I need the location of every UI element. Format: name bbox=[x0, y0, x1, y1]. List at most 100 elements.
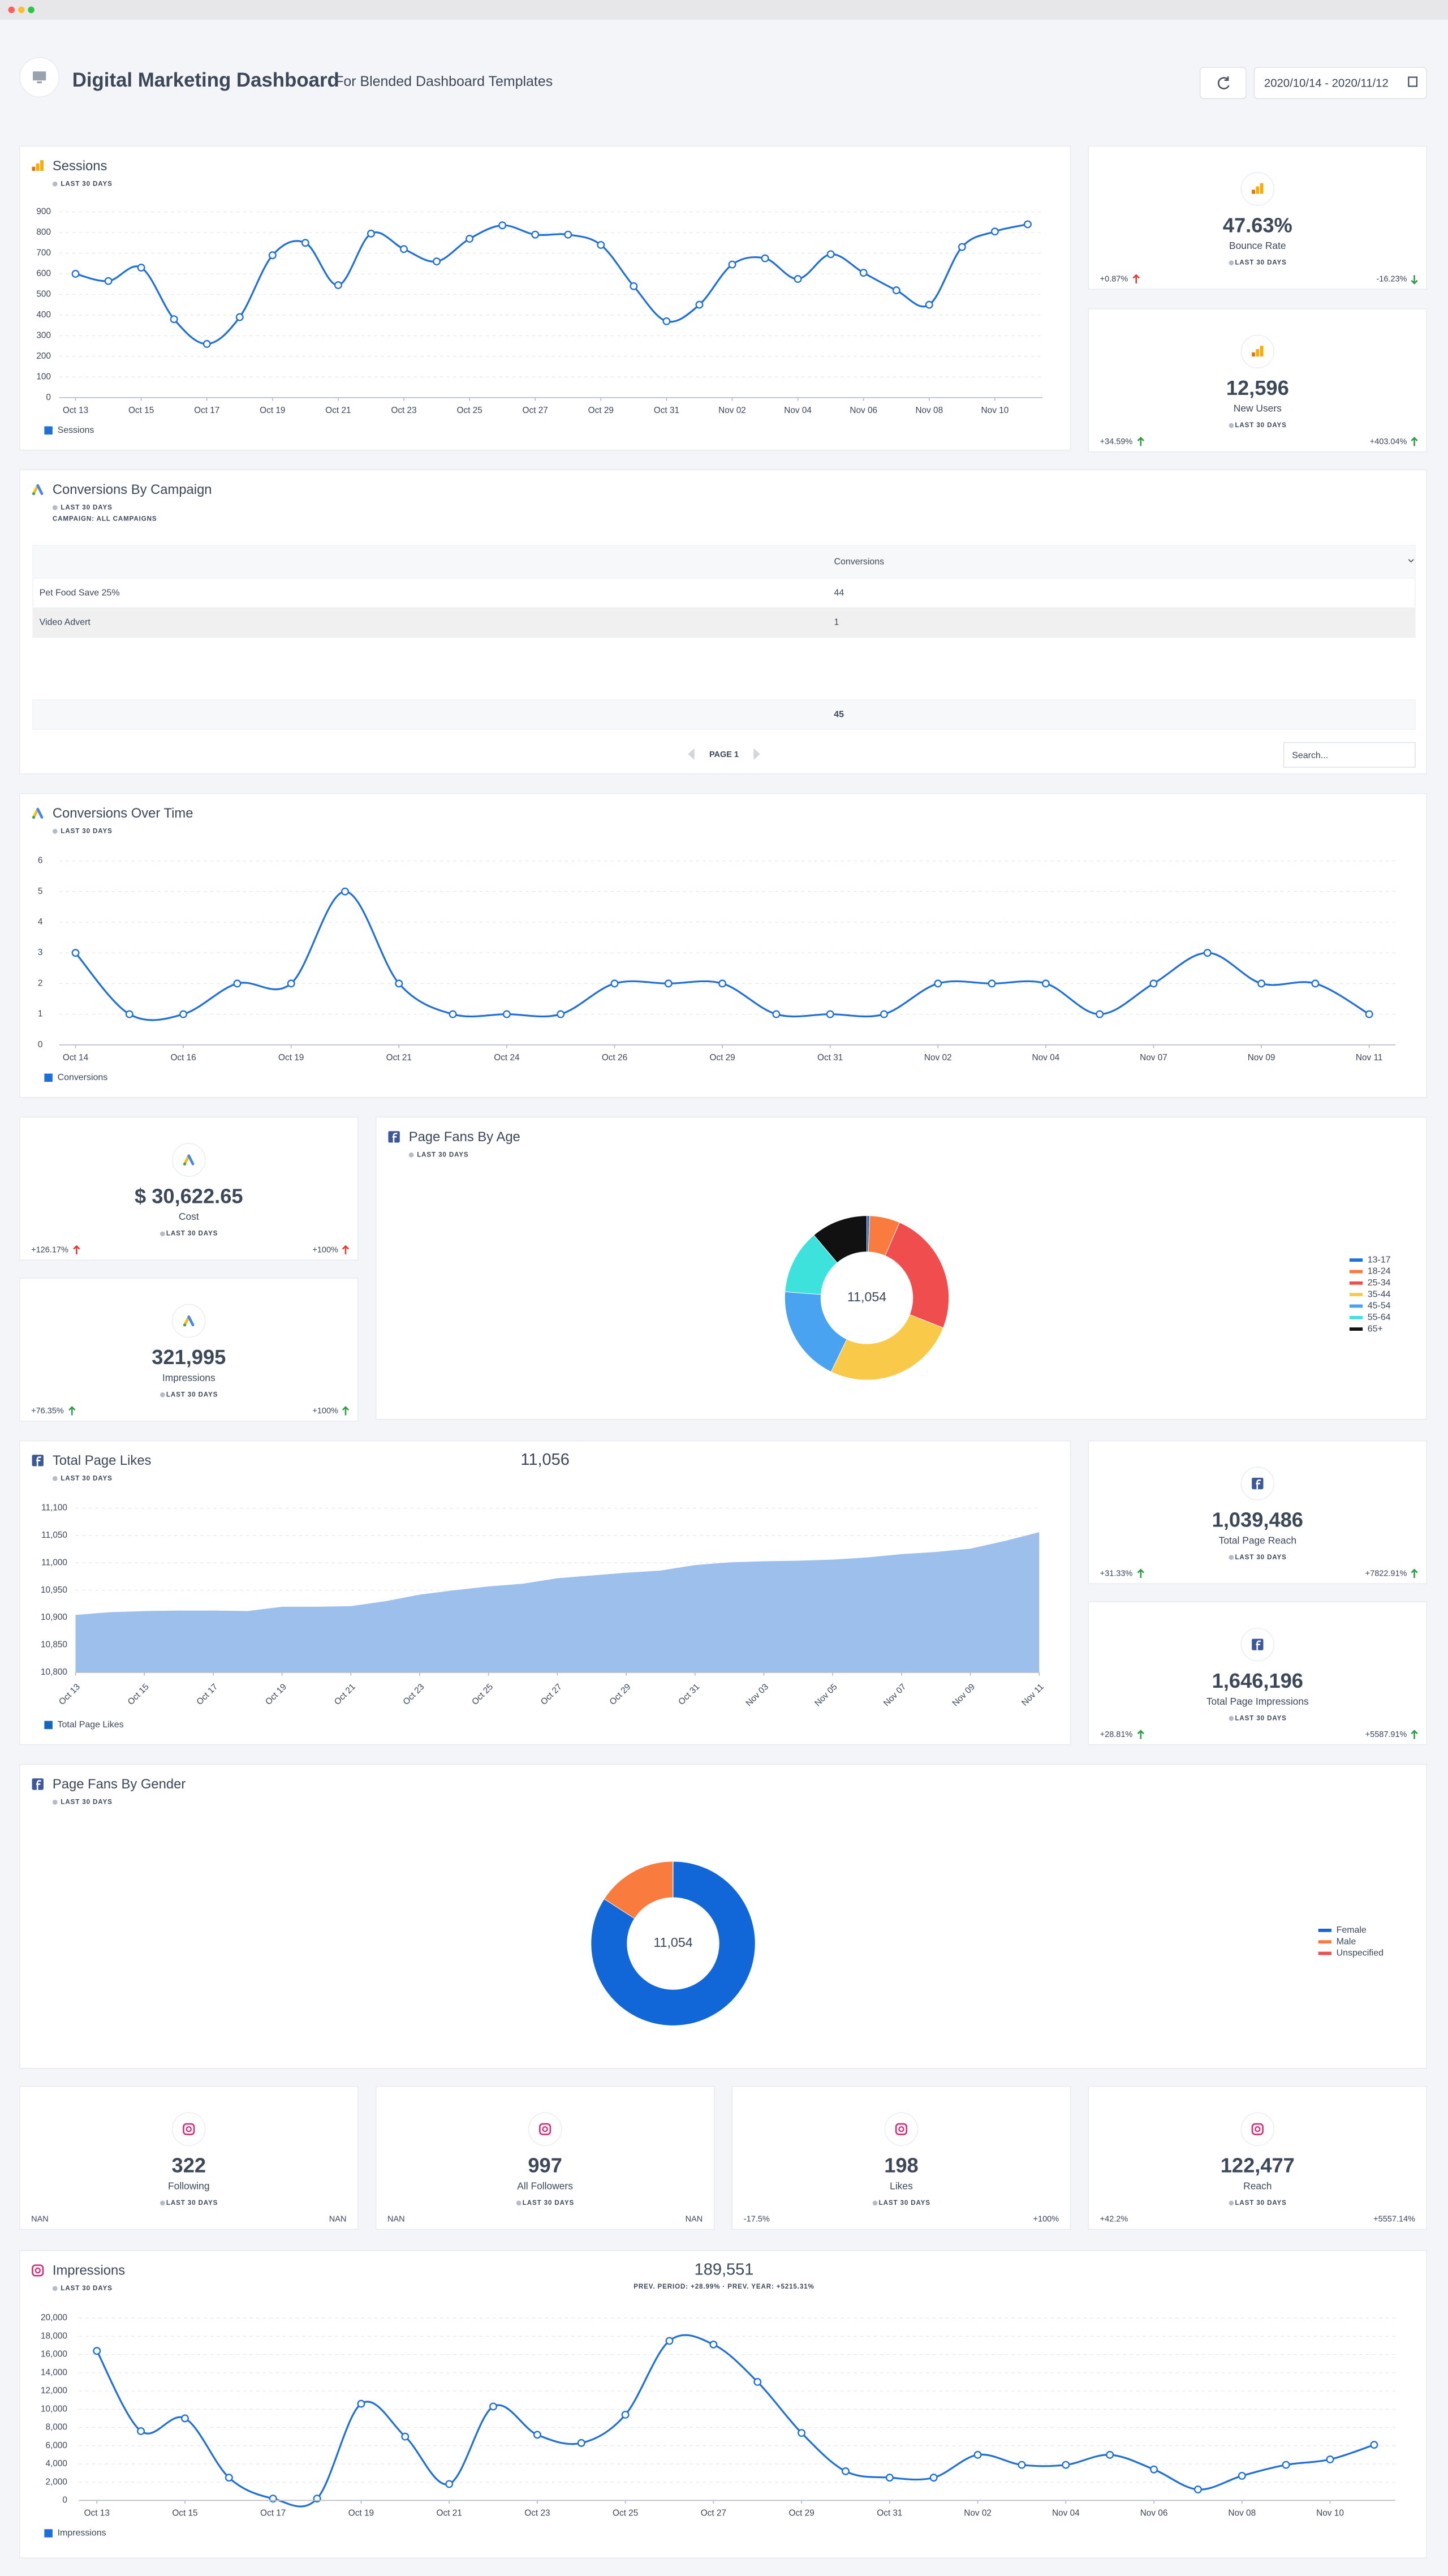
point bbox=[1149, 979, 1158, 988]
y-tick-label: 11,000 bbox=[41, 1558, 67, 1567]
ads-icon bbox=[187, 1315, 195, 1327]
point bbox=[1282, 2461, 1290, 2469]
fb-icon bbox=[36, 1780, 41, 1790]
point bbox=[826, 250, 835, 259]
y-tick-label: 16,000 bbox=[41, 2350, 67, 2359]
point bbox=[1311, 979, 1320, 988]
window-button[interactable] bbox=[18, 6, 25, 14]
point bbox=[357, 2399, 365, 2408]
y-tick-label: 5 bbox=[38, 887, 43, 896]
point bbox=[772, 1010, 781, 1018]
ads-icon bbox=[32, 815, 36, 819]
kpi-icon-bg bbox=[528, 2112, 562, 2147]
card bbox=[1088, 2085, 1427, 2230]
trend-arrow bbox=[68, 1406, 76, 1416]
prev-page[interactable] bbox=[688, 748, 695, 760]
card bbox=[19, 1278, 359, 1422]
table-row bbox=[32, 607, 1416, 638]
point bbox=[1062, 2461, 1070, 2469]
refresh-button[interactable] bbox=[1199, 67, 1247, 99]
point bbox=[892, 286, 900, 295]
x-tick-label: Oct 21 bbox=[386, 1053, 412, 1063]
kpi-change-right: +5557.14% bbox=[1373, 2215, 1415, 2224]
legend-swatch bbox=[1318, 1928, 1331, 1932]
y-tick-label: 0 bbox=[62, 2495, 67, 2505]
dashboard-title: Digital Marketing Dashboard bbox=[72, 69, 339, 91]
sort-chevron[interactable] bbox=[1408, 559, 1414, 563]
point bbox=[1370, 2441, 1378, 2449]
clock-icon bbox=[160, 2200, 165, 2206]
legend-swatch bbox=[44, 1073, 53, 1082]
y-tick-label: 10,950 bbox=[41, 1585, 67, 1595]
kpi-period: LAST 30 DAYS bbox=[1235, 422, 1286, 429]
x-tick-label: Oct 21 bbox=[437, 2509, 462, 2518]
y-tick-label: 1 bbox=[38, 1009, 43, 1019]
calendar-icon bbox=[1408, 76, 1418, 87]
card bbox=[375, 2085, 715, 2230]
y-tick-label: 4,000 bbox=[46, 2459, 67, 2469]
card bbox=[19, 2085, 359, 2230]
next-page[interactable] bbox=[753, 748, 760, 760]
point bbox=[988, 979, 996, 988]
clock-icon bbox=[52, 1800, 58, 1805]
window-button[interactable] bbox=[8, 6, 15, 14]
x-tick-label: Nov 04 bbox=[1052, 2509, 1080, 2518]
point bbox=[287, 979, 295, 988]
legend-label: 13-17 bbox=[1368, 1255, 1391, 1265]
point bbox=[181, 2414, 189, 2423]
clock-icon bbox=[160, 1231, 165, 1237]
kpi-change-right: +5587.91% bbox=[1365, 1730, 1407, 1739]
column-header: Conversions bbox=[834, 557, 884, 566]
search-box[interactable] bbox=[1283, 742, 1416, 768]
ga-icon bbox=[32, 166, 36, 171]
point bbox=[533, 2431, 541, 2439]
x-tick-label: Oct 25 bbox=[456, 406, 482, 415]
legend-swatch bbox=[1349, 1327, 1363, 1331]
kpi-value: 1,646,196 bbox=[1212, 1669, 1303, 1692]
kpi-title: All Followers bbox=[517, 2180, 573, 2191]
date-picker[interactable] bbox=[1253, 67, 1427, 99]
legend-swatch bbox=[1349, 1270, 1363, 1274]
date-range: 2020/10/14 - 2020/11/12 bbox=[1264, 77, 1389, 89]
legend-label: 55-64 bbox=[1368, 1313, 1391, 1322]
y-tick-label: 8,000 bbox=[46, 2423, 67, 2432]
x-tick-label: Oct 26 bbox=[602, 1053, 627, 1063]
x-tick-label: Oct 14 bbox=[63, 1053, 89, 1063]
kpi-value: 997 bbox=[528, 2154, 562, 2177]
point bbox=[1238, 2471, 1246, 2480]
card bbox=[375, 1116, 1427, 1420]
fb-icon bbox=[1256, 1479, 1261, 1490]
card-subtitle: LAST 30 DAYS bbox=[61, 1798, 112, 1805]
x-tick-label: Oct 15 bbox=[172, 2509, 197, 2518]
legend-label: Male bbox=[1337, 1937, 1356, 1946]
x-tick-label: Nov 08 bbox=[915, 406, 943, 415]
kpi-period: LAST 30 DAYS bbox=[1235, 1554, 1286, 1561]
ga-icon bbox=[1260, 183, 1264, 194]
x-tick-label: Oct 13 bbox=[63, 406, 88, 415]
kpi-period: LAST 30 DAYS bbox=[166, 2199, 218, 2207]
kpi-title: Reach bbox=[1243, 2180, 1272, 2191]
window-button[interactable] bbox=[28, 6, 35, 14]
x-tick-label: Oct 15 bbox=[128, 406, 154, 415]
card bbox=[19, 2250, 1427, 2558]
ig-icon bbox=[1251, 2123, 1264, 2135]
point bbox=[71, 269, 80, 278]
kpi-change-left: +126.17% bbox=[31, 1246, 68, 1255]
point bbox=[557, 1010, 565, 1018]
ads-icon bbox=[32, 492, 36, 496]
kpi-value: 321,995 bbox=[152, 1345, 226, 1369]
kpi-change-right: +100% bbox=[312, 1407, 338, 1416]
point bbox=[466, 235, 474, 243]
point bbox=[826, 1010, 834, 1018]
x-tick-label: Nov 10 bbox=[1316, 2509, 1344, 2518]
ads-icon bbox=[183, 1323, 187, 1327]
clock-icon bbox=[872, 2200, 878, 2206]
x-tick-label: Oct 19 bbox=[260, 406, 285, 415]
clock-icon bbox=[1229, 1555, 1234, 1560]
card-title: Page Fans By Gender bbox=[53, 1777, 186, 1792]
table-header bbox=[32, 545, 1416, 579]
point bbox=[395, 979, 403, 988]
point bbox=[718, 979, 727, 988]
clock-icon bbox=[52, 1476, 58, 1481]
